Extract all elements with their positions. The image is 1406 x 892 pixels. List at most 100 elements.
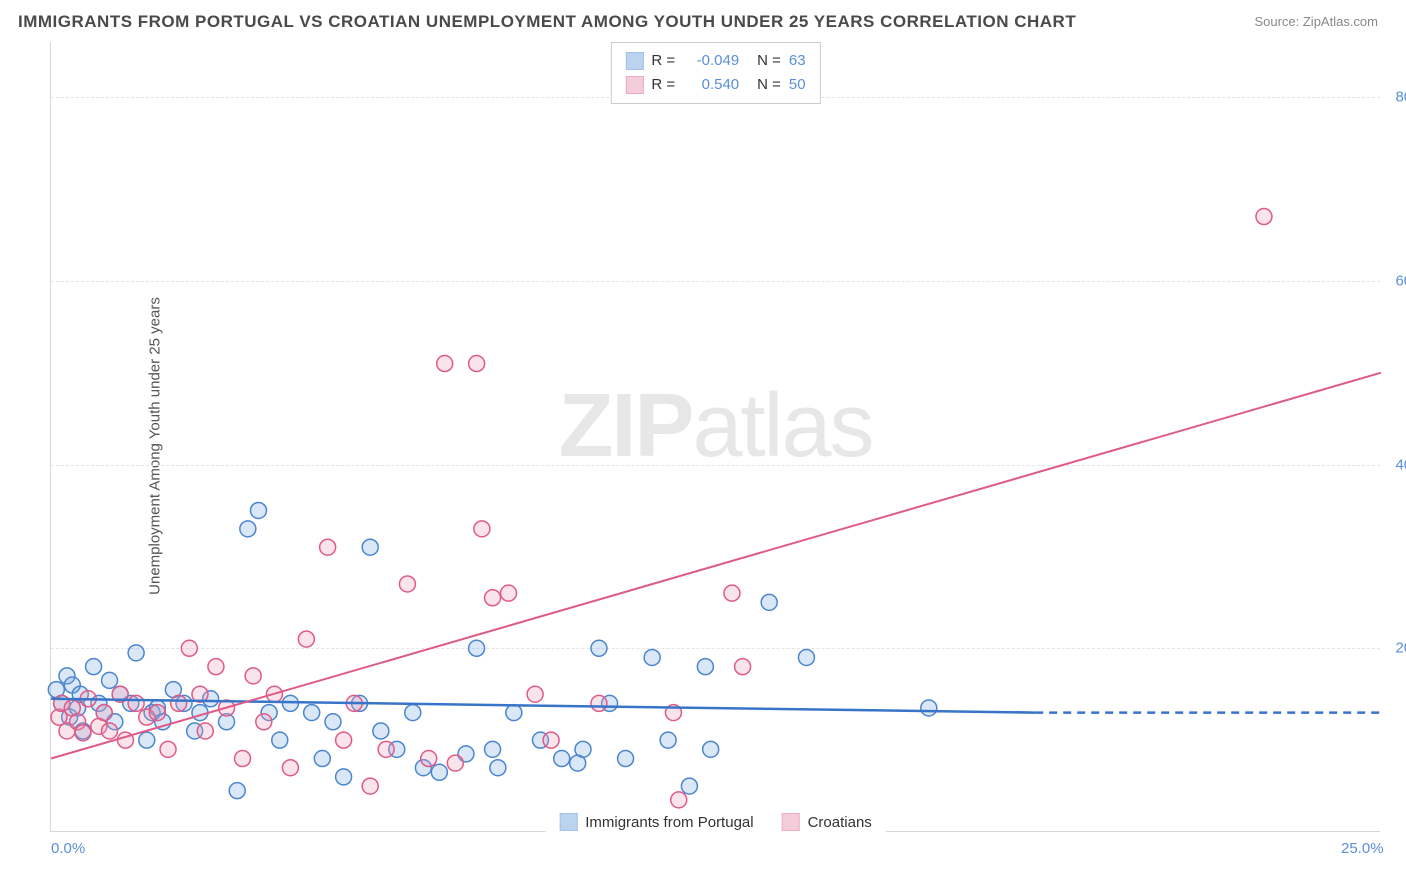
n-label: N = bbox=[757, 49, 781, 73]
data-point-portugal bbox=[325, 714, 341, 730]
data-point-croatians bbox=[724, 585, 740, 601]
data-point-croatians bbox=[160, 741, 176, 757]
chart-title: IMMIGRANTS FROM PORTUGAL VS CROATIAN UNE… bbox=[18, 12, 1076, 32]
data-point-portugal bbox=[644, 649, 660, 665]
data-point-croatians bbox=[245, 668, 261, 684]
data-point-croatians bbox=[501, 585, 517, 601]
data-point-portugal bbox=[304, 705, 320, 721]
data-point-croatians bbox=[1256, 209, 1272, 225]
legend-label: Immigrants from Portugal bbox=[585, 814, 753, 831]
data-point-croatians bbox=[543, 732, 559, 748]
data-point-croatians bbox=[671, 792, 687, 808]
r-value: 0.540 bbox=[683, 73, 739, 97]
legend-swatch-portugal bbox=[559, 813, 577, 831]
data-point-croatians bbox=[469, 356, 485, 372]
n-value: 63 bbox=[789, 49, 806, 73]
data-point-croatians bbox=[485, 590, 501, 606]
data-point-croatians bbox=[149, 705, 165, 721]
data-point-croatians bbox=[447, 755, 463, 771]
r-label: R = bbox=[651, 49, 675, 73]
data-point-portugal bbox=[192, 705, 208, 721]
data-point-croatians bbox=[181, 640, 197, 656]
trend-line-croatians bbox=[51, 373, 1381, 759]
data-point-portugal bbox=[575, 741, 591, 757]
x-tick-label: 25.0% bbox=[1341, 840, 1384, 857]
x-tick-label: 0.0% bbox=[51, 840, 85, 857]
legend-item-croatians: Croatians bbox=[782, 813, 872, 831]
data-point-portugal bbox=[485, 741, 501, 757]
r-label: R = bbox=[651, 73, 675, 97]
plot-area: ZIPatlas 20.0%40.0%60.0%80.0% R =-0.049N… bbox=[50, 42, 1380, 832]
y-tick-label: 20.0% bbox=[1386, 640, 1406, 657]
correlation-stats-box: R = -0.049 N = 63 R = 0.540 N = 50 bbox=[610, 42, 820, 104]
data-point-portugal bbox=[229, 783, 245, 799]
data-point-croatians bbox=[298, 631, 314, 647]
data-point-portugal bbox=[681, 778, 697, 794]
data-point-portugal bbox=[921, 700, 937, 716]
data-point-portugal bbox=[314, 751, 330, 767]
data-point-portugal bbox=[272, 732, 288, 748]
legend-label: Croatians bbox=[808, 814, 872, 831]
data-point-croatians bbox=[128, 695, 144, 711]
data-point-portugal bbox=[128, 645, 144, 661]
data-point-portugal bbox=[697, 659, 713, 675]
data-point-croatians bbox=[235, 751, 251, 767]
y-tick-label: 40.0% bbox=[1386, 456, 1406, 473]
data-point-portugal bbox=[554, 751, 570, 767]
data-point-croatians bbox=[171, 695, 187, 711]
data-point-portugal bbox=[761, 594, 777, 610]
data-point-portugal bbox=[591, 640, 607, 656]
data-point-portugal bbox=[618, 751, 634, 767]
data-point-croatians bbox=[527, 686, 543, 702]
r-value: -0.049 bbox=[683, 49, 739, 73]
data-point-portugal bbox=[469, 640, 485, 656]
data-point-portugal bbox=[703, 741, 719, 757]
data-point-croatians bbox=[336, 732, 352, 748]
data-point-portugal bbox=[490, 760, 506, 776]
data-point-portugal bbox=[798, 649, 814, 665]
data-point-portugal bbox=[373, 723, 389, 739]
legend-swatch-portugal bbox=[625, 52, 643, 70]
data-point-portugal bbox=[660, 732, 676, 748]
data-point-croatians bbox=[437, 356, 453, 372]
y-tick-label: 60.0% bbox=[1386, 272, 1406, 289]
data-point-croatians bbox=[378, 741, 394, 757]
data-point-portugal bbox=[336, 769, 352, 785]
data-point-croatians bbox=[320, 539, 336, 555]
data-point-portugal bbox=[102, 672, 118, 688]
n-value: 50 bbox=[789, 73, 806, 97]
data-point-croatians bbox=[474, 521, 490, 537]
data-point-portugal bbox=[362, 539, 378, 555]
data-point-croatians bbox=[208, 659, 224, 675]
data-point-croatians bbox=[591, 695, 607, 711]
y-tick-label: 80.0% bbox=[1386, 89, 1406, 106]
series-legend: Immigrants from Portugal Croatians bbox=[545, 809, 886, 835]
legend-item-portugal: Immigrants from Portugal bbox=[559, 813, 753, 831]
data-point-croatians bbox=[735, 659, 751, 675]
data-point-portugal bbox=[86, 659, 102, 675]
data-point-croatians bbox=[399, 576, 415, 592]
stats-row-portugal: R = -0.049 N = 63 bbox=[625, 49, 805, 73]
data-point-portugal bbox=[240, 521, 256, 537]
data-point-croatians bbox=[75, 725, 91, 741]
data-point-croatians bbox=[256, 714, 272, 730]
data-point-portugal bbox=[506, 705, 522, 721]
data-point-portugal bbox=[250, 502, 266, 518]
source-prefix: Source: bbox=[1254, 14, 1302, 29]
data-point-portugal bbox=[139, 732, 155, 748]
data-point-croatians bbox=[96, 705, 112, 721]
data-point-croatians bbox=[421, 751, 437, 767]
stats-row-croatians: R = 0.540 N = 50 bbox=[625, 73, 805, 97]
data-point-croatians bbox=[197, 723, 213, 739]
n-label: N = bbox=[757, 73, 781, 97]
data-point-croatians bbox=[102, 723, 118, 739]
source-link[interactable]: ZipAtlas.com bbox=[1303, 14, 1378, 29]
chart-canvas bbox=[51, 42, 1380, 831]
data-point-croatians bbox=[282, 760, 298, 776]
data-point-portugal bbox=[431, 764, 447, 780]
legend-swatch-croatians bbox=[625, 76, 643, 94]
data-point-portugal bbox=[405, 705, 421, 721]
legend-swatch-croatians bbox=[782, 813, 800, 831]
source-attribution: Source: ZipAtlas.com bbox=[1254, 14, 1378, 29]
data-point-croatians bbox=[362, 778, 378, 794]
